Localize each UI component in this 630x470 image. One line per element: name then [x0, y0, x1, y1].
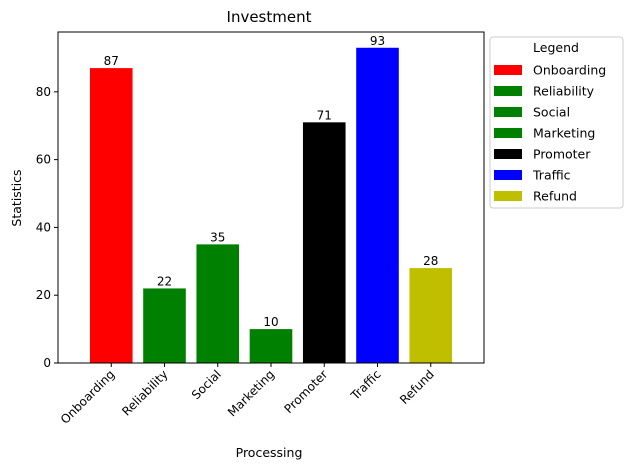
legend-label-marketing: Marketing — [533, 126, 595, 141]
y-tick-label-40: 40 — [36, 220, 51, 234]
data-label-refund: 28 — [423, 254, 438, 268]
y-tick-label-60: 60 — [36, 153, 51, 167]
y-tick-label-0: 0 — [43, 356, 51, 370]
bar-reliability — [143, 288, 186, 363]
legend-label-promoter: Promoter — [533, 147, 591, 162]
legend: Legend Onboarding Reliability Social Market… — [489, 36, 624, 209]
bar-social — [196, 244, 240, 363]
bar-promoter — [302, 122, 346, 364]
data-label-promoter: 71 — [317, 108, 332, 122]
bar-refund — [409, 268, 453, 363]
x-tick-label-traffic: Traffic — [348, 367, 384, 403]
legend-title: Legend — [533, 40, 579, 55]
x-tick-label-reliability: Reliability — [119, 367, 170, 418]
x-axis: Onboarding Reliability Social Marketing Prom… — [58, 363, 437, 427]
data-label-marketing: 10 — [263, 315, 278, 329]
data-label-onboarding: 87 — [104, 54, 119, 68]
legend-label-refund: Refund — [533, 189, 577, 204]
legend-swatch-onboarding — [494, 65, 522, 75]
y-tick-label-80: 80 — [36, 85, 51, 99]
legend-swatch-promoter — [494, 149, 522, 159]
x-tick-label-promoter: Promoter — [282, 367, 331, 416]
legend-label-social: Social — [533, 105, 570, 120]
x-tick-label-refund: Refund — [397, 367, 437, 407]
legend-label-traffic: Traffic — [532, 168, 571, 183]
y-axis-label: Statistics — [9, 169, 24, 226]
data-label-social: 35 — [210, 230, 225, 244]
data-label-reliability: 22 — [157, 274, 172, 288]
legend-swatch-reliability — [494, 86, 522, 96]
legend-entries: Onboarding Reliability Social Marketing Prom… — [494, 63, 606, 204]
data-label-traffic: 93 — [370, 34, 385, 48]
bar-marketing — [249, 329, 293, 363]
data-labels-group: 87 22 35 10 71 93 28 — [104, 34, 439, 329]
x-tick-label-social: Social — [189, 367, 224, 402]
legend-swatch-traffic — [494, 170, 522, 180]
chart-title: Investment — [227, 8, 312, 26]
y-tick-label-20: 20 — [36, 288, 51, 302]
legend-swatch-refund — [494, 191, 522, 201]
y-axis: 0 20 40 60 80 — [36, 85, 58, 370]
bar-onboarding — [89, 68, 133, 363]
x-tick-label-onboarding: Onboarding — [58, 367, 118, 427]
x-tick-label-marketing: Marketing — [225, 367, 277, 419]
bar-traffic — [356, 47, 399, 364]
legend-label-reliability: Reliability — [533, 84, 595, 99]
legend-frame — [489, 36, 624, 209]
legend-label-onboarding: Onboarding — [533, 63, 606, 78]
x-axis-label: Processing — [236, 445, 303, 460]
bars-group — [89, 47, 453, 364]
legend-swatch-marketing — [494, 128, 522, 138]
legend-swatch-social — [494, 107, 522, 117]
